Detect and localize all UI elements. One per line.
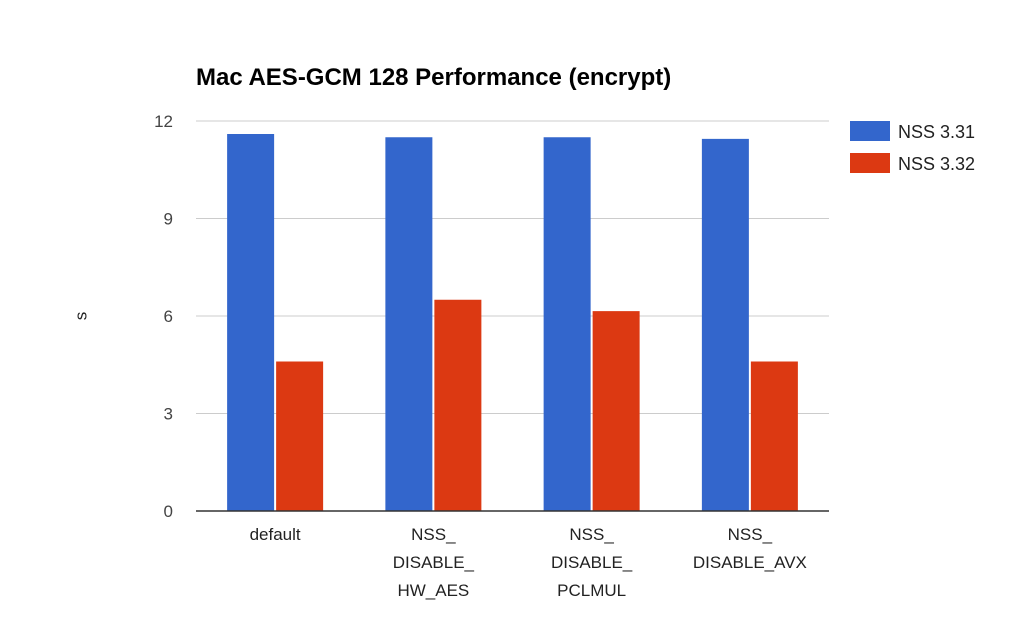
x-tick-label: NSS_ [728,525,773,544]
chart-title: Mac AES-GCM 128 Performance (encrypt) [196,64,671,91]
legend-label-nss-3-32: NSS 3.32 [898,154,975,174]
bar-nss-3-31-2 [543,137,591,511]
y-tick-label: 0 [164,502,173,521]
y-tick-label: 12 [154,112,173,131]
x-tick-label: PCLMUL [557,581,626,600]
legend-label-nss-3-31: NSS 3.31 [898,122,975,142]
bars [227,134,798,511]
bar-nss-3-31-0 [227,134,275,511]
bar-nss-3-32-1 [434,299,482,511]
x-tick-label: NSS_ [411,525,456,544]
y-tick-label: 6 [164,307,173,326]
y-tick-label: 3 [164,405,173,424]
bar-nss-3-32-2 [592,311,640,511]
legend: NSS 3.31 NSS 3.32 [850,121,975,174]
y-axis-label: s [71,312,90,321]
x-tick-label: DISABLE_ [551,553,633,572]
bar-nss-3-32-3 [750,361,798,511]
x-tick-label: DISABLE_ [393,553,475,572]
x-tick-label: NSS_ [569,525,614,544]
x-tick-label: HW_AES [397,581,469,600]
legend-swatch-nss-3-32 [850,153,890,173]
x-tick-labels: default NSS_ DISABLE_ HW_AES NSS_ DISABLE_ PCL… [250,525,807,600]
bar-nss-3-31-1 [385,137,433,511]
legend-swatch-nss-3-31 [850,121,890,141]
bar-nss-3-32-0 [276,361,324,511]
y-tick-labels: 0 3 6 9 12 [154,112,173,521]
bar-nss-3-31-3 [701,138,749,511]
x-tick-label: DISABLE_AVX [693,553,807,572]
x-tick-label: default [250,525,301,544]
y-tick-label: 9 [164,210,173,229]
